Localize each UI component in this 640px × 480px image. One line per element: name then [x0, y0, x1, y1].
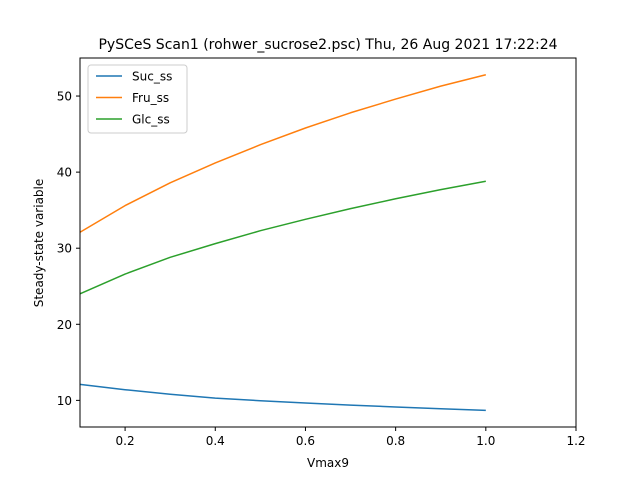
- y-tick-label: 40: [57, 166, 72, 180]
- chart-title: PySCeS Scan1 (rohwer_sucrose2.psc) Thu, …: [98, 37, 557, 53]
- legend-box: [87, 64, 188, 134]
- y-tick-label: 20: [57, 318, 72, 332]
- x-tick-label: 0.8: [386, 434, 405, 448]
- x-axis-label: Vmax9: [307, 456, 349, 470]
- y-tick-label: 30: [57, 242, 72, 256]
- legend-label-glc-ss: Glc_ss: [132, 113, 170, 127]
- legend: Suc_ss Fru_ss Glc_ss: [87, 64, 188, 134]
- series-line-suc-ss: [79, 383, 486, 412]
- y-tick-label: 10: [57, 394, 72, 408]
- x-tick-label: 0.2: [116, 434, 135, 448]
- y-axis-label: Steady-state variable: [32, 179, 46, 308]
- axes-frame: [79, 57, 577, 428]
- x-tick-label: 1.2: [566, 434, 585, 448]
- x-axis-ticks: 0.2 0.4 0.6 0.8 1.0 1.2: [116, 427, 586, 448]
- y-axis-ticks: 10 20 30 40 50: [57, 90, 80, 408]
- x-tick-label: 1.0: [476, 434, 495, 448]
- series-lines: [79, 74, 487, 412]
- legend-label-suc-ss: Suc_ss: [132, 70, 172, 84]
- legend-label-fru-ss: Fru_ss: [132, 91, 169, 105]
- series-line-fru-ss: [79, 74, 487, 233]
- x-tick-label: 0.4: [206, 434, 225, 448]
- x-tick-label: 0.6: [296, 434, 315, 448]
- y-tick-label: 50: [57, 90, 72, 104]
- series-line-glc-ss: [79, 180, 486, 295]
